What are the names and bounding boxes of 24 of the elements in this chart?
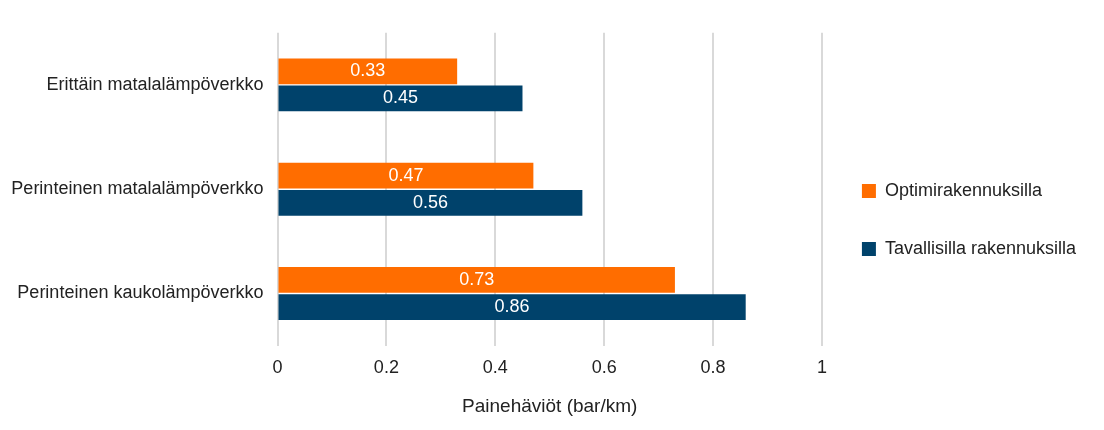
bar [278,267,675,293]
x-axis-title: Painehäviöt (bar/km) [462,394,638,416]
bar [278,189,583,216]
x-tick-label: 0.2 [373,357,399,378]
data-label: 0.47 [388,164,424,185]
legend-label: Optimirakennuksilla [884,179,1043,200]
bar [278,58,458,85]
x-tick-label: 0.6 [591,357,617,378]
bar [278,85,523,112]
data-label: 0.45 [382,87,419,108]
data-label: 0.73 [459,268,495,289]
x-tick-label: 0 [272,357,283,378]
y-tick-label: Perinteinen matalalämpöverkko [11,178,264,199]
data-label: 0.86 [494,295,530,316]
y-tick-label: Erittäin matalalämpöverkko [46,73,264,94]
data-label: 0.33 [350,60,386,81]
x-tick-label: 1 [816,357,827,378]
bar [278,162,534,189]
bar [278,294,746,320]
y-tick-label: Perinteinen kaukolämpöverkko [17,282,264,303]
x-tick-label: 0.8 [700,357,726,378]
x-tick-label: 0.4 [482,357,508,378]
data-label: 0.56 [412,191,448,212]
legend-label: Tavallisilla rakennuksilla [884,237,1077,258]
